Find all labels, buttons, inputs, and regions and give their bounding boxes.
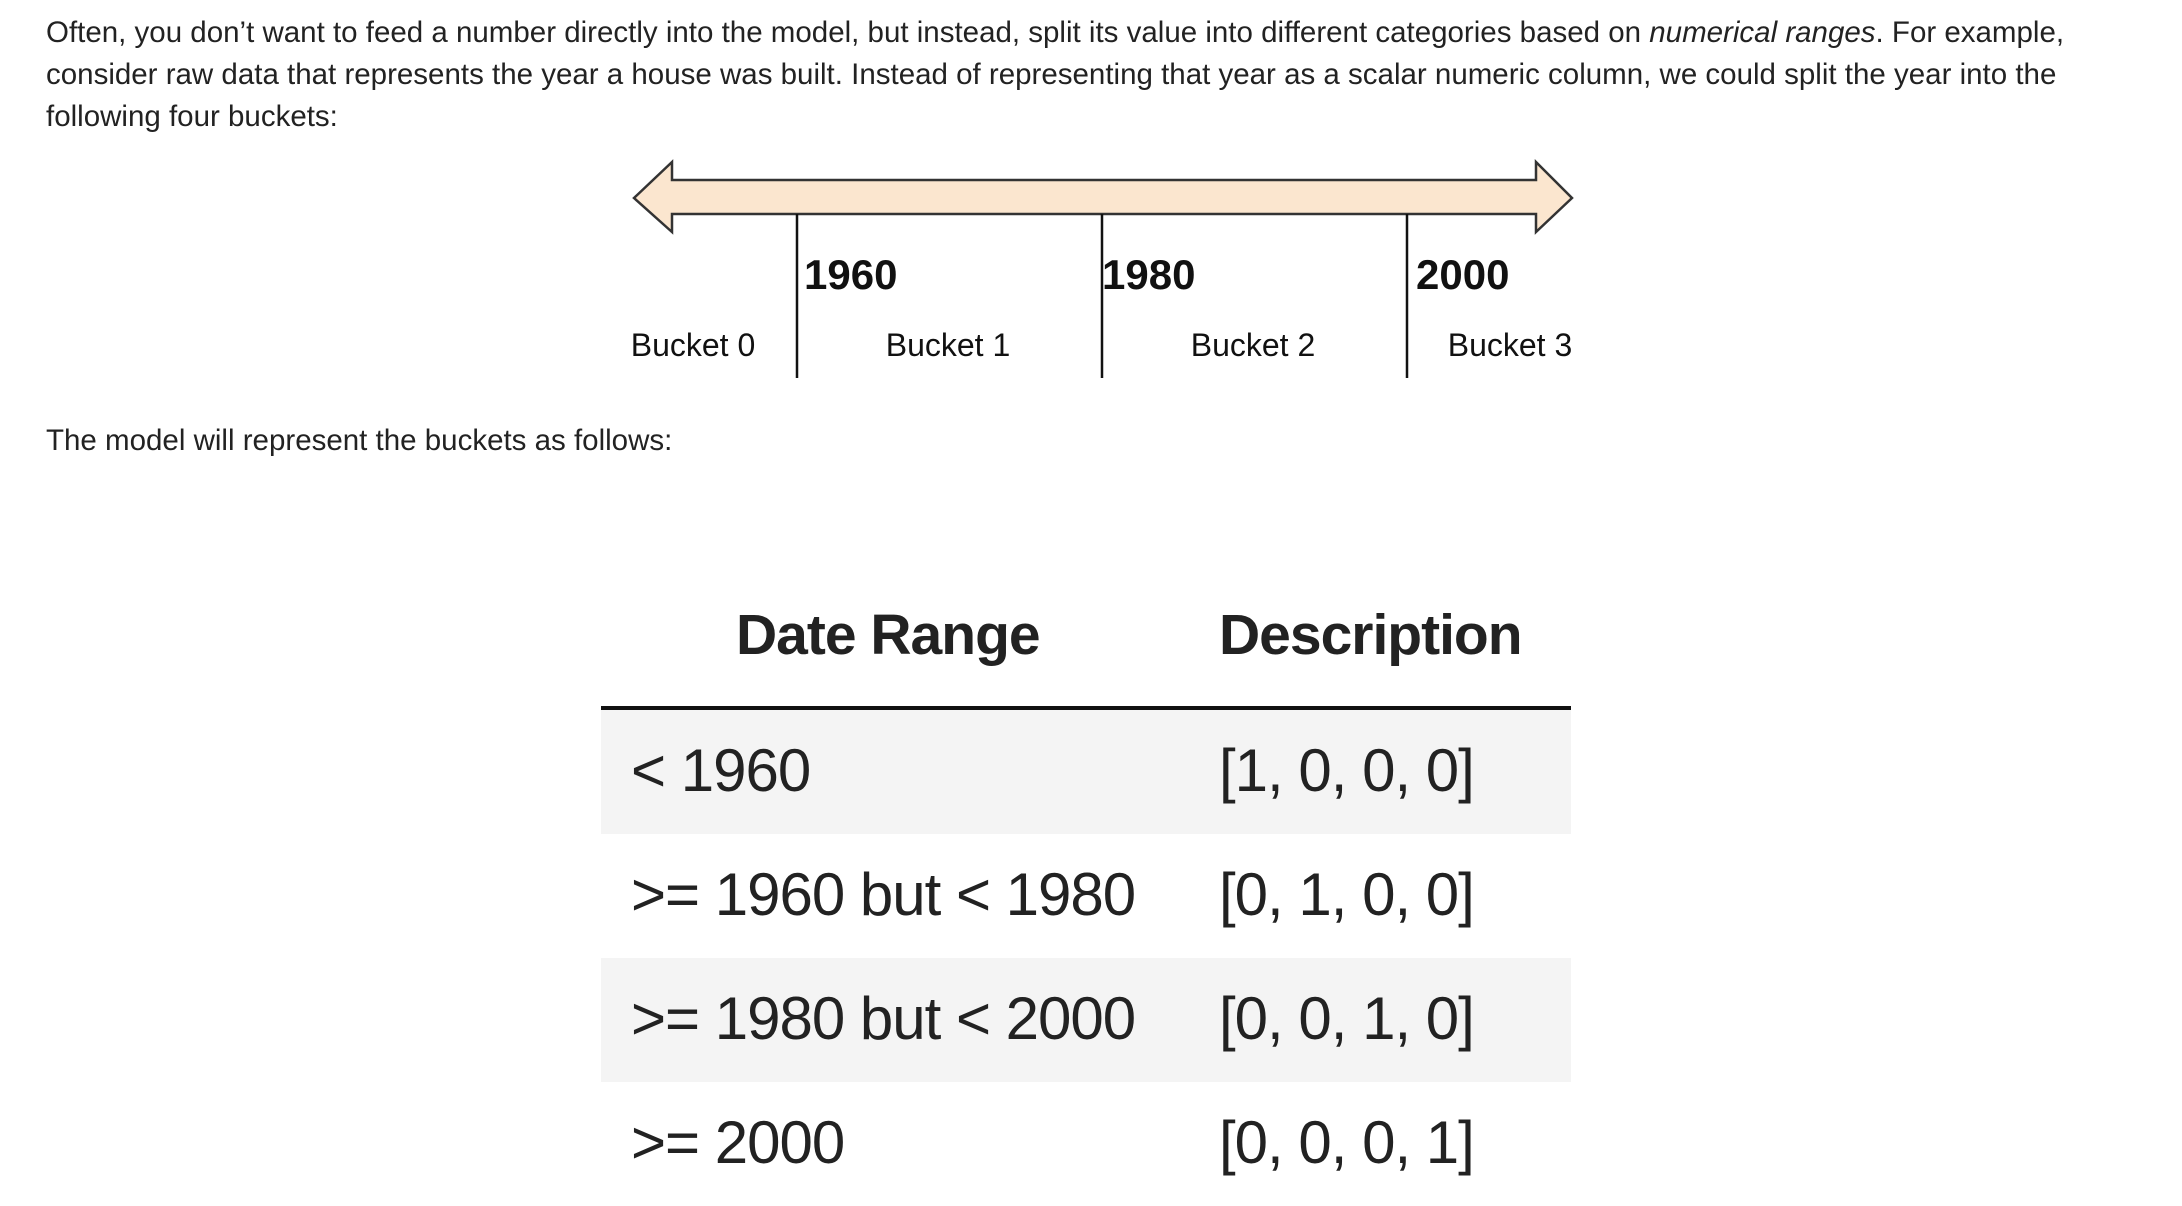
intro-paragraph: Often, you don’t want to feed a number d… <box>46 12 2146 138</box>
boundary-label-1960: 1960 <box>804 251 897 298</box>
date-range-cell: >= 1960 but < 1980 <box>631 861 1136 928</box>
description-cell: [0, 0, 0, 1] <box>1219 1109 1475 1176</box>
intro-text-start: Often, you don’t want to feed a number d… <box>46 16 1650 49</box>
outro-paragraph: The model will represent the buckets as … <box>46 424 673 457</box>
timeline-double-arrow <box>632 158 1574 235</box>
bucket-label-3: Bucket 3 <box>1448 327 1573 363</box>
description-cell: [0, 1, 0, 0] <box>1219 861 1475 928</box>
bucket-label-1: Bucket 1 <box>886 327 1011 363</box>
header-description: Description <box>1219 603 1523 667</box>
date-range-cell: >= 1980 but < 2000 <box>631 985 1136 1052</box>
date-range-cell: < 1960 <box>631 737 811 804</box>
boundary-label-1980: 1980 <box>1102 251 1195 298</box>
date-range-cell: >= 2000 <box>631 1109 845 1176</box>
boundary-label-2000: 2000 <box>1416 251 1509 298</box>
table-row: < 1960 [1, 0, 0, 0] <box>601 710 1571 834</box>
intro-emphasis: numerical ranges <box>1649 16 1876 49</box>
table-row: >= 2000 [0, 0, 0, 1] <box>601 1082 1571 1206</box>
description-cell: [1, 0, 0, 0] <box>1219 737 1475 804</box>
table-row: >= 1960 but < 1980 [0, 1, 0, 0] <box>601 834 1571 958</box>
table-header-row: Date Range Description <box>601 590 1571 710</box>
intro-text-end: . For example, consider raw data that re… <box>46 16 2065 133</box>
header-date-range: Date Range <box>736 603 1041 667</box>
bucket-label-2: Bucket 2 <box>1191 327 1316 363</box>
description-cell: [0, 0, 1, 0] <box>1219 985 1475 1052</box>
bucket-label-0: Bucket 0 <box>631 327 756 363</box>
table-row: >= 1980 but < 2000 [0, 0, 1, 0] <box>601 958 1571 1082</box>
bucket-encoding-table: Date Range Description < 1960 [1, 0, 0, … <box>601 590 1571 1206</box>
